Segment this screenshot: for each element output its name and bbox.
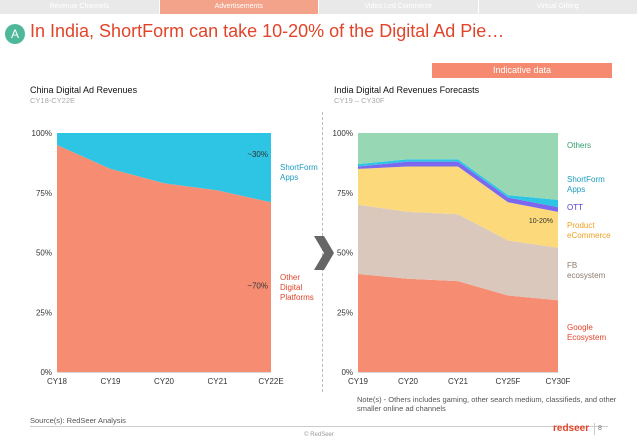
india-area-chart: 0% 25% 50% 75% 100% CY19 CY20 CY21 CY25F CY30F Goo…: [333, 129, 612, 386]
page-title: In India, ShortForm can take 10-20% of t…: [30, 21, 505, 41]
china-area-chart: 0% 25% 50% 75% 100% CY18 CY19 CY20 CY21 CY22E Othe…: [32, 129, 319, 386]
top-tab-bar: Revenue Channels Advertisements Video Le…: [0, 0, 638, 14]
source-text: Source(s): RedSeer Analysis: [30, 416, 126, 425]
copyright-text: © RedSeer: [304, 432, 334, 438]
section-badge: A: [5, 24, 25, 44]
china-y-tick-label: 0%: [40, 368, 52, 377]
india-x-tick-label: CY25F: [496, 377, 521, 386]
indicative-data-label: Indicative data: [432, 63, 612, 78]
page-number: 8: [598, 425, 602, 432]
china-y-tick-label: 25%: [36, 308, 52, 317]
india-x-tick-label: CY20: [398, 377, 419, 386]
china-chart-subtitle: CY18-CY22E: [30, 96, 76, 105]
india-y-tick-label: 50%: [337, 249, 353, 258]
india-x-tick-label: CY19: [348, 377, 369, 386]
india-area-ott: [358, 161, 558, 212]
india-series-label-others: Others: [567, 141, 591, 150]
india-area-product-ecommerce: [358, 166, 558, 248]
india-series-label-fb-ecosystem: FB ecosystem: [567, 261, 606, 280]
chart-note: Note(s) - Others includes gaming, other …: [357, 395, 617, 413]
india-y-tick-label: 75%: [337, 189, 353, 198]
india-series-label-ott: OTT: [567, 203, 583, 212]
india-series-label-shortform-apps: ShortForm Apps: [567, 175, 605, 194]
india-series-label-google-ecosystem: Google Ecosystem: [567, 323, 606, 342]
chevron-right-icon: [314, 236, 334, 270]
china-series-label-other-digital-platforms: Other Digital Platforms: [280, 273, 314, 302]
china-x-tick-label: CY20: [154, 377, 175, 386]
india-y-tick-label: 0%: [341, 368, 353, 377]
tab-revenue-channels[interactable]: Revenue Channels: [0, 0, 160, 14]
china-x-tick-label: CY21: [207, 377, 228, 386]
india-chart-subtitle: CY19 – CY30F: [334, 96, 385, 105]
china-annotation-30: ~30%: [247, 150, 268, 159]
india-y-tick-label: 100%: [333, 129, 353, 138]
tab-virtual-gifting[interactable]: Virtual Gifting: [478, 0, 638, 14]
india-x-tick-label: CY30F: [546, 377, 571, 386]
china-area-shortform-apps: [57, 133, 271, 203]
china-area-other-digital-platforms: [57, 144, 271, 372]
india-area-google-ecosystem: [358, 274, 558, 372]
china-y-tick-label: 100%: [32, 129, 52, 138]
footer-divider: [30, 426, 608, 427]
chart-divider: [322, 112, 323, 392]
india-x-tick-label: CY21: [448, 377, 469, 386]
tab-advertisements[interactable]: Advertisements: [159, 0, 319, 14]
tab-video-led-commerce[interactable]: Video Led Commerce: [319, 0, 479, 14]
china-chart-title: China Digital Ad Revenues: [30, 85, 138, 95]
india-chart-title: India Digital Ad Revenues Forecasts: [334, 85, 480, 95]
india-area-fb-ecosystem: [358, 204, 558, 301]
china-annotation-70: ~70%: [247, 281, 268, 290]
india-annotation-10-20: 10-20%: [529, 218, 553, 225]
china-series-label-shortform-apps: ShortForm Apps: [280, 163, 318, 182]
india-area-others: [358, 133, 558, 200]
india-y-tick-label: 25%: [337, 308, 353, 317]
china-x-tick-label: CY22E: [258, 377, 283, 386]
page-number-divider: [594, 423, 595, 435]
china-x-tick-label: CY19: [100, 377, 121, 386]
china-y-tick-label: 75%: [36, 189, 52, 198]
china-x-tick-label: CY18: [47, 377, 68, 386]
china-y-tick-label: 50%: [36, 249, 52, 258]
redseer-logo: redseer: [553, 423, 590, 434]
india-series-label-product-ecommerce: Product eCommerce: [567, 221, 611, 240]
